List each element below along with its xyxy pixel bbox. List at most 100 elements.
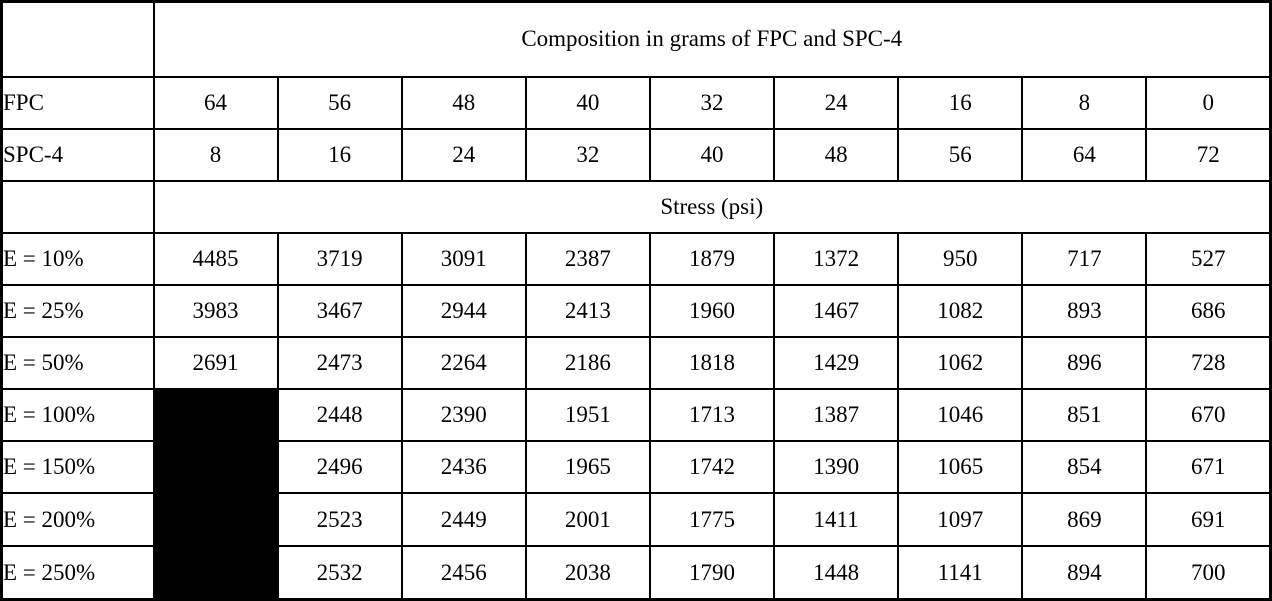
row-label-cell: E = 10% — [0, 231, 155, 286]
empty-cell — [0, 179, 155, 234]
stress-header-cell: Stress (psi) — [152, 179, 1272, 234]
data-cell: 1429 — [773, 336, 900, 391]
data-cell: 16 — [276, 127, 403, 182]
data-cell: 2448 — [276, 388, 403, 443]
data-cell: 2456 — [400, 545, 527, 601]
data-cell: 56 — [276, 75, 403, 130]
data-cell: 32 — [648, 75, 776, 130]
data-cell: 2532 — [276, 545, 403, 601]
data-cell: 1372 — [773, 231, 900, 286]
data-cell: 3467 — [276, 283, 403, 339]
data-cell: 64 — [1021, 127, 1148, 182]
data-cell: 2038 — [524, 545, 651, 601]
data-cell: 854 — [1021, 440, 1148, 495]
data-cell: 48 — [400, 75, 527, 130]
data-cell: 32 — [524, 127, 651, 182]
data-cell: 2001 — [524, 492, 651, 548]
table-row-spc4: SPC-4 8 16 24 32 40 48 56 64 72 — [0, 127, 1272, 182]
data-cell: 2390 — [400, 388, 527, 443]
row-label-cell: FPC — [0, 75, 155, 130]
row-label-cell: E = 50% — [0, 336, 155, 391]
table-row-e150: E = 150% 2496 2436 1965 1742 1390 1065 8… — [0, 440, 1272, 495]
data-cell: 893 — [1021, 283, 1148, 339]
data-cell: 2449 — [400, 492, 527, 548]
data-cell: 1775 — [648, 492, 776, 548]
data-cell: 686 — [1145, 283, 1272, 339]
row-label-cell: E = 250% — [0, 545, 155, 601]
data-cell: 3719 — [276, 231, 403, 286]
data-cell: 851 — [1021, 388, 1148, 443]
data-cell: 1062 — [897, 336, 1024, 391]
data-cell: 1713 — [648, 388, 776, 443]
data-cell: 2523 — [276, 492, 403, 548]
data-cell: 1141 — [897, 545, 1024, 601]
table-row-e250: E = 250% 2532 2456 2038 1790 1448 1141 8… — [0, 545, 1272, 601]
row-label-cell: E = 200% — [0, 492, 155, 548]
data-cell: 48 — [773, 127, 900, 182]
data-cell: 1818 — [648, 336, 776, 391]
data-cell: 3983 — [152, 283, 279, 339]
table-row-composition-header: Composition in grams of FPC and SPC-4 — [0, 0, 1272, 78]
row-label-cell: SPC-4 — [0, 127, 155, 182]
data-cell: 1467 — [773, 283, 900, 339]
data-cell: 4485 — [152, 231, 279, 286]
redacted-black-cell — [152, 388, 279, 601]
data-cell: 700 — [1145, 545, 1272, 601]
row-label-cell: E = 25% — [0, 283, 155, 339]
data-cell: 1387 — [773, 388, 900, 443]
table-row-e25: E = 25% 3983 3467 2944 2413 1960 1467 10… — [0, 283, 1272, 339]
data-cell: 24 — [773, 75, 900, 130]
data-cell: 1742 — [648, 440, 776, 495]
table-row-stress-header: Stress (psi) — [0, 179, 1272, 234]
data-cell: 0 — [1145, 75, 1272, 130]
data-cell: 2436 — [400, 440, 527, 495]
composition-header-cell: Composition in grams of FPC and SPC-4 — [152, 0, 1272, 78]
data-cell: 691 — [1145, 492, 1272, 548]
data-cell: 40 — [524, 75, 651, 130]
data-cell: 1790 — [648, 545, 776, 601]
data-cell: 1046 — [897, 388, 1024, 443]
data-cell: 2473 — [276, 336, 403, 391]
data-cell: 40 — [648, 127, 776, 182]
data-cell: 56 — [897, 127, 1024, 182]
data-cell: 2944 — [400, 283, 527, 339]
data-cell: 894 — [1021, 545, 1148, 601]
data-cell: 896 — [1021, 336, 1148, 391]
data-cell: 8 — [152, 127, 279, 182]
data-cell: 1960 — [648, 283, 776, 339]
data-cell: 2496 — [276, 440, 403, 495]
table-row-e100: E = 100% 2448 2390 1951 1713 1387 1046 8… — [0, 388, 1272, 601]
table-row-e50: E = 50% 2691 2473 2264 2186 1818 1429 10… — [0, 336, 1272, 391]
data-cell: 2691 — [152, 336, 279, 391]
data-cell: 671 — [1145, 440, 1272, 495]
row-label-cell: E = 100% — [0, 388, 155, 443]
data-cell: 1390 — [773, 440, 900, 495]
data-cell: 24 — [400, 127, 527, 182]
data-cell: 2387 — [524, 231, 651, 286]
data-cell: 950 — [897, 231, 1024, 286]
data-cell: 527 — [1145, 231, 1272, 286]
row-label-cell: E = 150% — [0, 440, 155, 495]
data-cell: 1097 — [897, 492, 1024, 548]
data-cell: 1411 — [773, 492, 900, 548]
table-row-fpc: FPC 64 56 48 40 32 24 16 8 0 — [0, 75, 1272, 130]
empty-corner-cell — [0, 0, 155, 78]
data-cell: 2264 — [400, 336, 527, 391]
data-cell: 728 — [1145, 336, 1272, 391]
data-cell: 3091 — [400, 231, 527, 286]
data-cell: 1879 — [648, 231, 776, 286]
data-cell: 869 — [1021, 492, 1148, 548]
data-cell: 717 — [1021, 231, 1148, 286]
data-cell: 8 — [1021, 75, 1148, 130]
table-row-e10: E = 10% 4485 3719 3091 2387 1879 1372 95… — [0, 231, 1272, 286]
data-cell: 64 — [152, 75, 279, 130]
table-row-e200: E = 200% 2523 2449 2001 1775 1411 1097 8… — [0, 492, 1272, 548]
data-cell: 1082 — [897, 283, 1024, 339]
data-cell: 1065 — [897, 440, 1024, 495]
data-cell: 72 — [1145, 127, 1272, 182]
data-cell: 2413 — [524, 283, 651, 339]
data-cell: 670 — [1145, 388, 1272, 443]
data-cell: 1951 — [524, 388, 651, 443]
